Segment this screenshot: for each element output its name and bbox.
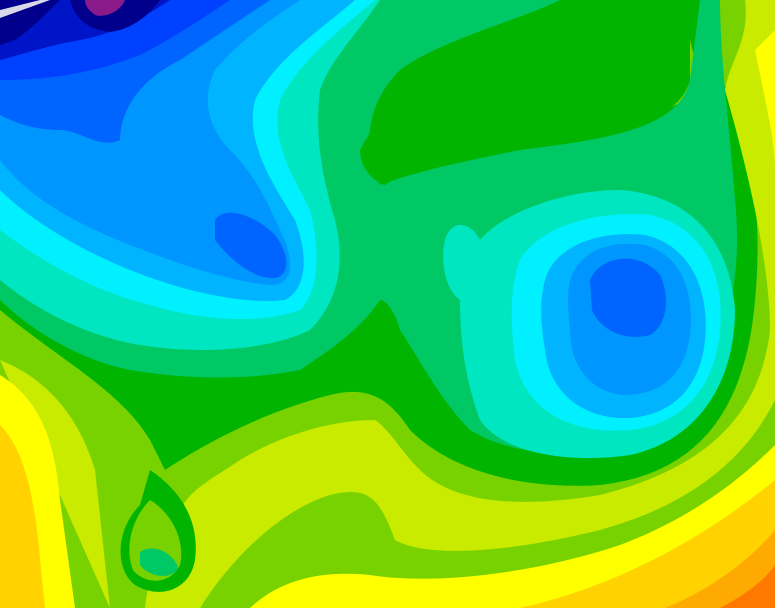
region-mid-blue-blob [215, 212, 287, 279]
region-green-inner [360, 20, 690, 185]
region-purple [85, 0, 125, 16]
region-mid-blue-right [590, 258, 666, 338]
region-dark-orange [720, 565, 775, 608]
region-orange [665, 530, 775, 608]
region-gold-bottom [520, 480, 775, 608]
region-white-edge [0, 0, 50, 18]
region-gold [0, 425, 45, 608]
region-yellow-right [755, 30, 775, 170]
region-light-green-spot [140, 548, 178, 576]
